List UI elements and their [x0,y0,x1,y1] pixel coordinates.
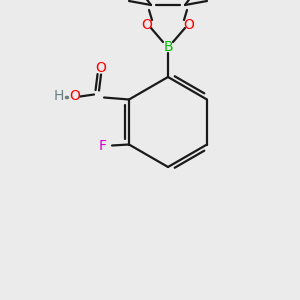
Text: O: O [142,18,152,32]
Text: F: F [99,140,107,154]
Text: O: O [70,89,80,103]
Text: H: H [54,89,64,103]
Text: B: B [163,40,173,54]
Text: O: O [184,18,194,32]
Text: O: O [96,61,106,76]
